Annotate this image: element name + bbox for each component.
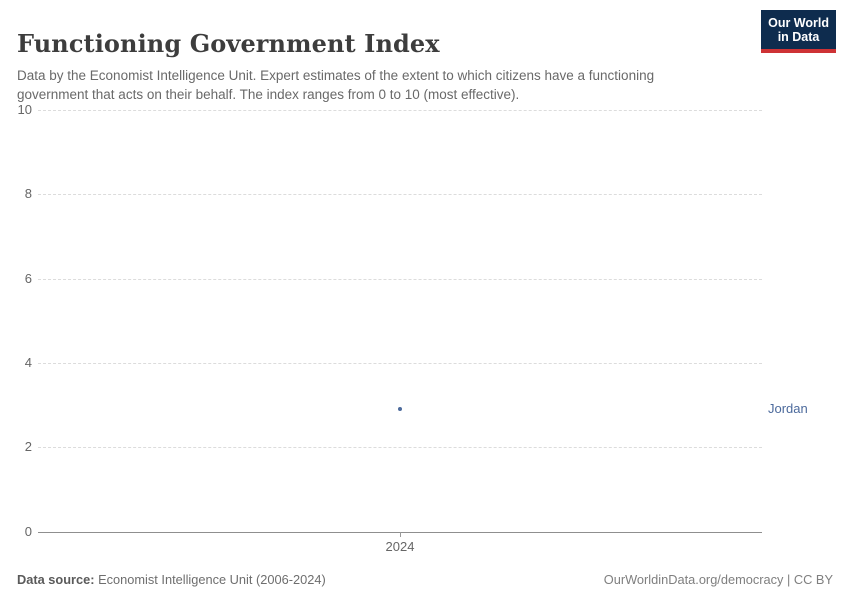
y-gridline	[38, 278, 762, 280]
data-source-note: Data source: Economist Intelligence Unit…	[17, 572, 326, 587]
owid-logo-line2: in Data	[777, 30, 820, 44]
license-credit[interactable]: OurWorldinData.org/democracy | CC BY	[603, 572, 833, 587]
y-axis-tick-label: 0	[24, 523, 32, 539]
x-axis-tick-label: 2024	[385, 538, 415, 554]
data-point-jordan[interactable]	[398, 407, 402, 412]
series-label-jordan[interactable]: Jordan	[768, 401, 808, 417]
data-source-value: Economist Intelligence Unit (2006-2024)	[98, 572, 326, 587]
chart-subtitle: Data by the Economist Intelligence Unit.…	[17, 67, 655, 102]
y-axis-tick-label: 4	[24, 354, 32, 370]
y-gridline	[38, 447, 762, 449]
y-axis-tick-label: 2	[24, 439, 32, 455]
y-gridline	[38, 194, 762, 196]
owid-logo[interactable]: Our World in Data	[761, 10, 836, 53]
owid-logo-line1: Our World	[768, 16, 829, 30]
chart-title: Functioning Government Index	[17, 29, 440, 59]
y-axis-tick-label: 8	[24, 186, 32, 202]
y-gridline	[38, 362, 762, 364]
y-axis-tick-label: 6	[24, 270, 32, 286]
y-gridline	[38, 110, 762, 111]
y-axis-tick-label: 10	[17, 102, 32, 117]
data-source-label: Data source:	[17, 572, 95, 587]
chart-footer: Data source: Economist Intelligence Unit…	[17, 572, 833, 587]
x-axis-tick-mark	[400, 531, 401, 537]
